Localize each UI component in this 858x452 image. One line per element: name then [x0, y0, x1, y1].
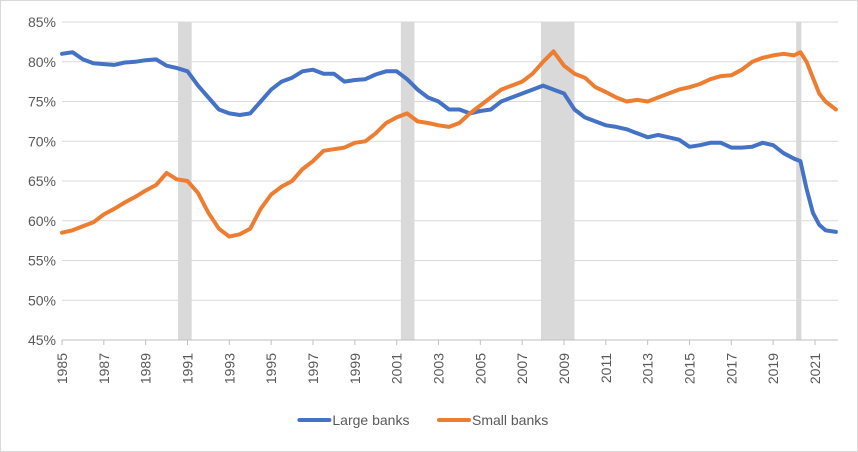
- x-tick-label: 1995: [263, 353, 279, 384]
- x-tick-label: 2019: [765, 353, 781, 384]
- x-tick-label: 2009: [556, 353, 572, 384]
- legend-item-small-banks: Small banks: [437, 412, 548, 428]
- y-tick-label: 70%: [28, 133, 56, 149]
- x-tick-label: 2003: [430, 353, 446, 384]
- y-tick-label: 55%: [28, 253, 56, 269]
- x-tick-label: 1987: [96, 353, 112, 384]
- x-tick-label: 2013: [640, 353, 656, 384]
- legend-label: Small banks: [472, 412, 548, 428]
- x-tick-label: 1991: [179, 353, 195, 384]
- legend-label: Large banks: [332, 412, 409, 428]
- y-tick-label: 85%: [28, 14, 56, 30]
- y-tick-label: 45%: [28, 332, 56, 348]
- x-tick-label: 2011: [598, 353, 614, 383]
- x-tick-label: 2001: [389, 353, 405, 384]
- x-tick-label: 2007: [514, 353, 530, 384]
- series-line-small-banks: [60, 49, 838, 239]
- x-tick-label: 1989: [138, 353, 154, 384]
- series-line-large-banks: [60, 50, 838, 234]
- series-lines: [60, 49, 838, 239]
- y-axis-tick-labels: 45% 50% 55% 60% 65% 70% 75% 80% 85%: [28, 14, 56, 348]
- legend-item-large-banks: Large banks: [297, 412, 409, 428]
- x-tick-label: 2005: [472, 353, 488, 384]
- y-tick-label: 75%: [28, 94, 56, 110]
- y-tick-label: 80%: [28, 54, 56, 70]
- y-tick-label: 65%: [28, 173, 56, 189]
- x-tick-label: 2017: [723, 353, 739, 384]
- legend: Large banks Small banks: [297, 412, 548, 428]
- y-tick-label: 50%: [28, 292, 56, 308]
- x-tick-label: 1997: [305, 353, 321, 384]
- x-tick-label: 2015: [681, 353, 697, 384]
- y-tick-label: 60%: [28, 213, 56, 229]
- x-tick-label: 1993: [221, 353, 237, 384]
- x-axis-tick-labels: 1985 1987 1989 1991 1993 1995 1997 1999 2001 2003…: [54, 339, 838, 384]
- x-tick-label: 2021: [807, 353, 823, 384]
- x-tick-label: 1999: [347, 353, 363, 384]
- x-tick-label: 1985: [54, 353, 70, 384]
